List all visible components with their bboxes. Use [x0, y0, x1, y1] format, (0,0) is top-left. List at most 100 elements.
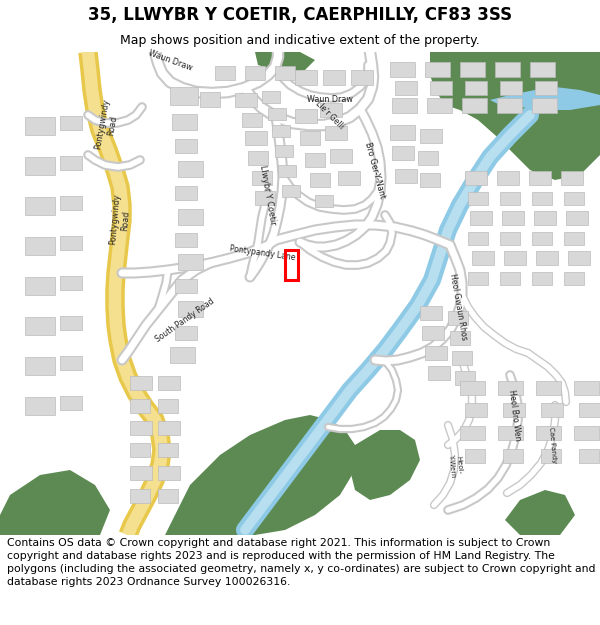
- Bar: [465, 403, 487, 417]
- Bar: [460, 426, 485, 440]
- Bar: [320, 103, 342, 117]
- Bar: [579, 449, 599, 463]
- Bar: [541, 449, 561, 463]
- Bar: [502, 211, 524, 225]
- Bar: [468, 232, 488, 245]
- Bar: [235, 93, 257, 107]
- Bar: [536, 251, 558, 265]
- Bar: [460, 62, 485, 77]
- Bar: [310, 173, 330, 187]
- Bar: [574, 381, 599, 395]
- Bar: [252, 171, 272, 185]
- Bar: [325, 126, 347, 140]
- Bar: [170, 347, 195, 363]
- Bar: [130, 489, 150, 503]
- Bar: [60, 356, 82, 370]
- Bar: [534, 211, 556, 225]
- Bar: [245, 131, 267, 145]
- Bar: [248, 151, 268, 165]
- Bar: [536, 426, 561, 440]
- Bar: [395, 81, 417, 95]
- Bar: [532, 98, 557, 113]
- Bar: [460, 381, 485, 395]
- Bar: [130, 466, 152, 480]
- Bar: [262, 91, 280, 103]
- Bar: [170, 87, 198, 105]
- Bar: [495, 62, 520, 77]
- Polygon shape: [430, 52, 600, 180]
- Bar: [392, 146, 414, 160]
- Text: Waun Draw: Waun Draw: [307, 96, 353, 104]
- Text: Map shows position and indicative extent of the property.: Map shows position and indicative extent…: [120, 34, 480, 47]
- Text: Llwybr Y Coetir: Llwybr Y Coetir: [259, 164, 278, 226]
- Text: Heol-
Y-Wern: Heol- Y-Wern: [448, 452, 464, 478]
- Bar: [425, 62, 450, 77]
- Bar: [500, 192, 520, 205]
- Bar: [245, 66, 265, 80]
- Bar: [175, 326, 197, 340]
- Bar: [470, 211, 492, 225]
- Bar: [178, 209, 203, 225]
- Bar: [418, 151, 438, 165]
- Bar: [278, 165, 296, 177]
- Bar: [462, 98, 487, 113]
- Bar: [60, 396, 82, 410]
- Bar: [60, 196, 82, 210]
- Text: South Pandy Road: South Pandy Road: [154, 296, 216, 344]
- Bar: [541, 403, 563, 417]
- Bar: [130, 443, 150, 457]
- Bar: [178, 254, 203, 270]
- Bar: [158, 489, 178, 503]
- Bar: [455, 371, 475, 385]
- Bar: [25, 357, 55, 375]
- Bar: [530, 62, 555, 77]
- Bar: [158, 443, 178, 457]
- Bar: [275, 66, 295, 80]
- Bar: [564, 272, 584, 285]
- Bar: [305, 153, 325, 167]
- Bar: [300, 131, 320, 145]
- Bar: [175, 279, 197, 293]
- Bar: [175, 186, 197, 200]
- Bar: [468, 192, 488, 205]
- Bar: [130, 376, 152, 390]
- Bar: [579, 403, 600, 417]
- Bar: [536, 381, 561, 395]
- Bar: [282, 185, 300, 197]
- Bar: [498, 426, 523, 440]
- Bar: [272, 125, 290, 137]
- Bar: [60, 156, 82, 170]
- Bar: [500, 232, 520, 245]
- Bar: [498, 381, 523, 395]
- Bar: [392, 98, 417, 113]
- Polygon shape: [505, 490, 575, 535]
- Bar: [532, 192, 552, 205]
- Bar: [158, 466, 180, 480]
- Bar: [465, 449, 485, 463]
- Polygon shape: [165, 415, 355, 535]
- Bar: [60, 116, 82, 130]
- Polygon shape: [490, 87, 600, 110]
- Text: Pontygwindy
Road: Pontygwindy Road: [93, 98, 121, 152]
- Bar: [60, 236, 82, 250]
- Bar: [430, 81, 452, 95]
- Bar: [60, 276, 82, 290]
- Bar: [390, 62, 415, 77]
- Bar: [568, 251, 590, 265]
- Bar: [315, 195, 333, 207]
- Bar: [390, 125, 415, 140]
- Bar: [465, 171, 487, 185]
- Bar: [448, 311, 468, 325]
- Bar: [472, 251, 494, 265]
- Bar: [338, 171, 360, 185]
- Bar: [25, 277, 55, 295]
- Text: Heol Gwaun Rhos: Heol Gwaun Rhos: [448, 273, 468, 341]
- Bar: [566, 211, 588, 225]
- Bar: [497, 98, 522, 113]
- Bar: [532, 232, 552, 245]
- Text: Lle'r Gelli: Lle'r Gelli: [314, 99, 346, 131]
- Bar: [535, 81, 557, 95]
- Bar: [60, 316, 82, 330]
- Bar: [295, 109, 317, 123]
- Bar: [25, 237, 55, 255]
